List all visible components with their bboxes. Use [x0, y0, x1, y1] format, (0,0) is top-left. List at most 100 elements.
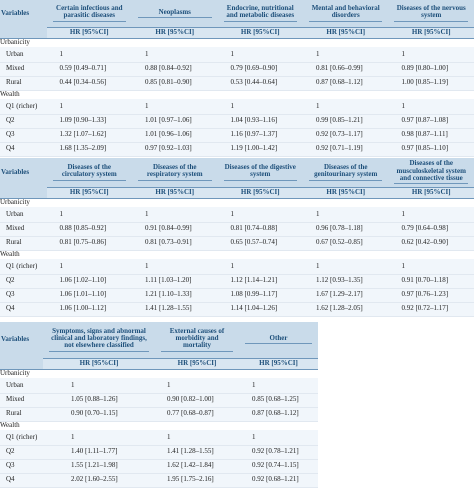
hr-cell: 1	[132, 99, 218, 115]
hr-cell: 1	[388, 207, 474, 223]
hr-cell: 1	[46, 207, 133, 223]
hr-cell: 0.77 [0.68–0.87]	[155, 407, 239, 422]
row-label: Q1 (richer)	[0, 259, 47, 275]
hr-cell: 1.09 [0.90–1.33]	[46, 114, 133, 129]
hr-cell: 1.21 [1.10–1.33]	[132, 288, 218, 303]
column-header: External causes of morbidity and mortali…	[155, 322, 239, 358]
hr-cell: 1	[239, 378, 318, 394]
hr-cell: 0.92 [0.78–1.21]	[239, 445, 318, 460]
row-label: Urban	[0, 47, 47, 63]
hr-cell: 1	[217, 99, 303, 115]
hr-cell: 1.55 [1.21–1.98]	[43, 459, 155, 474]
row-label: Mixed	[0, 62, 47, 77]
row-label: Mixed	[0, 393, 43, 408]
hr-cell: 0.88 [0.84–0.92]	[132, 62, 218, 77]
hr-cell: 1.32 [1.07–1.62]	[46, 128, 133, 143]
hr-table-2: Variables Diseases of the circulatory sy…	[0, 158, 474, 317]
hr-cell: 0.87 [0.68–1.12]	[302, 76, 389, 91]
hr-cell: 0.92 [0.74–1.15]	[239, 459, 318, 474]
hr-cell: 0.44 [0.34–0.56]	[46, 76, 133, 91]
hr-cell: 0.97 [0.76–1.23]	[388, 288, 474, 303]
hr-cell: 1	[302, 207, 389, 223]
hr-cell: 1	[302, 99, 389, 115]
hr-subheader: HR [95%CI]	[217, 186, 303, 199]
hr-cell: 0.96 [0.78–1.18]	[302, 222, 389, 237]
row-label: Urban	[0, 378, 43, 394]
column-header: Endocrine, nutritional and metabolic dis…	[217, 0, 303, 27]
hr-cell: 0.65 [0.57–0.74]	[217, 236, 303, 251]
hr-subheader: HR [95%CI]	[302, 186, 389, 199]
hr-subheader: HR [95%CI]	[217, 26, 303, 39]
row-label: Q4	[0, 473, 43, 488]
hr-cell: 0.79 [0.69–0.90]	[217, 62, 303, 77]
hr-cell: 1	[239, 430, 318, 446]
row-label: Q1 (richer)	[0, 430, 43, 446]
column-header: Certain infectious and parasitic disease…	[46, 0, 133, 27]
hr-cell: 0.62 [0.42–0.90]	[388, 236, 474, 251]
hr-cell: 1.40 [1.11–1.77]	[43, 445, 155, 460]
panel-3: Variables Symptoms, signs and abnormal c…	[0, 322, 318, 488]
hr-cell: 1.16 [0.97–1.37]	[217, 128, 303, 143]
hr-cell: 0.92 [0.71–1.19]	[302, 142, 389, 157]
hr-cell: 1.00 [0.85–1.19]	[388, 76, 474, 91]
group-label-urbanicity: Urbanicity	[0, 38, 47, 47]
hr-cell: 1.05 [0.88–1.26]	[43, 393, 155, 408]
hr-cell: 0.90 [0.82–1.00]	[155, 393, 239, 408]
hr-cell: 0.99 [0.85–1.21]	[302, 114, 389, 129]
row-label: Q2	[0, 114, 47, 129]
hr-cell: 0.81 [0.74–0.88]	[217, 222, 303, 237]
hr-cell: 0.81 [0.66–0.99]	[302, 62, 389, 77]
hr-cell: 0.92 [0.68–1.21]	[239, 473, 318, 488]
hr-cell: 1	[155, 378, 239, 394]
hr-cell: 0.91 [0.84–0.99]	[132, 222, 218, 237]
hr-cell: 1.06 [1.02–1.10]	[46, 274, 133, 289]
hr-cell: 1.14 [1.04–1.26]	[217, 302, 303, 317]
hr-cell: 0.97 [0.85–1.10]	[388, 142, 474, 157]
hr-subheader: HR [95%CI]	[46, 186, 133, 199]
hr-subheader: HR [95%CI]	[388, 186, 474, 199]
hr-cell: 1	[217, 207, 303, 223]
hr-cell: 1.04 [0.93–1.16]	[217, 114, 303, 129]
hr-cell: 2.02 [1.60–2.55]	[43, 473, 155, 488]
hr-cell: 1	[302, 47, 389, 63]
column-header: Diseases of the genitourinary system	[302, 158, 389, 187]
hr-cell: 1	[132, 47, 218, 63]
hr-cell: 1	[43, 378, 155, 394]
row-label: Q2	[0, 445, 43, 460]
hr-cell: 1.19 [1.00–1.42]	[217, 142, 303, 157]
hr-cell: 1.68 [1.35–2.09]	[46, 142, 133, 157]
variables-header: Variables	[0, 158, 47, 187]
hr-cell: 0.91 [0.70–1.18]	[388, 274, 474, 289]
hr-cell: 1.62 [1.42–1.84]	[155, 459, 239, 474]
hr-subheader: HR [95%CI]	[388, 26, 474, 39]
hr-cell: 0.92 [0.73–1.17]	[302, 128, 389, 143]
group-label-urbanicity: Urbanicity	[0, 198, 47, 207]
group-label-urbanicity: Urbanicity	[0, 369, 43, 378]
hr-cell: 0.98 [0.87–1.11]	[388, 128, 474, 143]
hr-cell: 0.90 [0.70–1.15]	[43, 407, 155, 422]
hr-subheader: HR [95%CI]	[155, 357, 239, 370]
hr-cell: 0.89 [0.80–1.00]	[388, 62, 474, 77]
hr-cell: 1	[388, 99, 474, 115]
column-header: Diseases of the musculoskeletal system a…	[388, 158, 474, 187]
hr-cell: 1.01 [0.97–1.06]	[132, 114, 218, 129]
hr-cell: 1	[46, 99, 133, 115]
hr-cell: 1.62 [1.28–2.05]	[302, 302, 389, 317]
hr-cell: 1.06 [1.00–1.12]	[46, 302, 133, 317]
hr-cell: 1.08 [0.99–1.17]	[217, 288, 303, 303]
row-label: Rural	[0, 236, 47, 251]
hr-cell: 1.12 [0.93–1.35]	[302, 274, 389, 289]
column-header: Symptoms, signs and abnormal clinical an…	[43, 322, 155, 358]
panel-1: Variables Certain infectious and parasit…	[0, 0, 474, 157]
hr-cell: 1.06 [1.01–1.10]	[46, 288, 133, 303]
row-label: Mixed	[0, 222, 47, 237]
hr-cell: 0.81 [0.75–0.86]	[46, 236, 133, 251]
row-label: Rural	[0, 407, 43, 422]
row-label: Q4	[0, 142, 47, 157]
hr-cell: 1	[46, 259, 133, 275]
hr-cell: 1	[388, 47, 474, 63]
hr-cell: 1	[217, 259, 303, 275]
hr-cell: 1	[302, 259, 389, 275]
hr-cell: 1.41 [1.28–1.55]	[132, 302, 218, 317]
hr-cell: 0.85 [0.81–0.90]	[132, 76, 218, 91]
